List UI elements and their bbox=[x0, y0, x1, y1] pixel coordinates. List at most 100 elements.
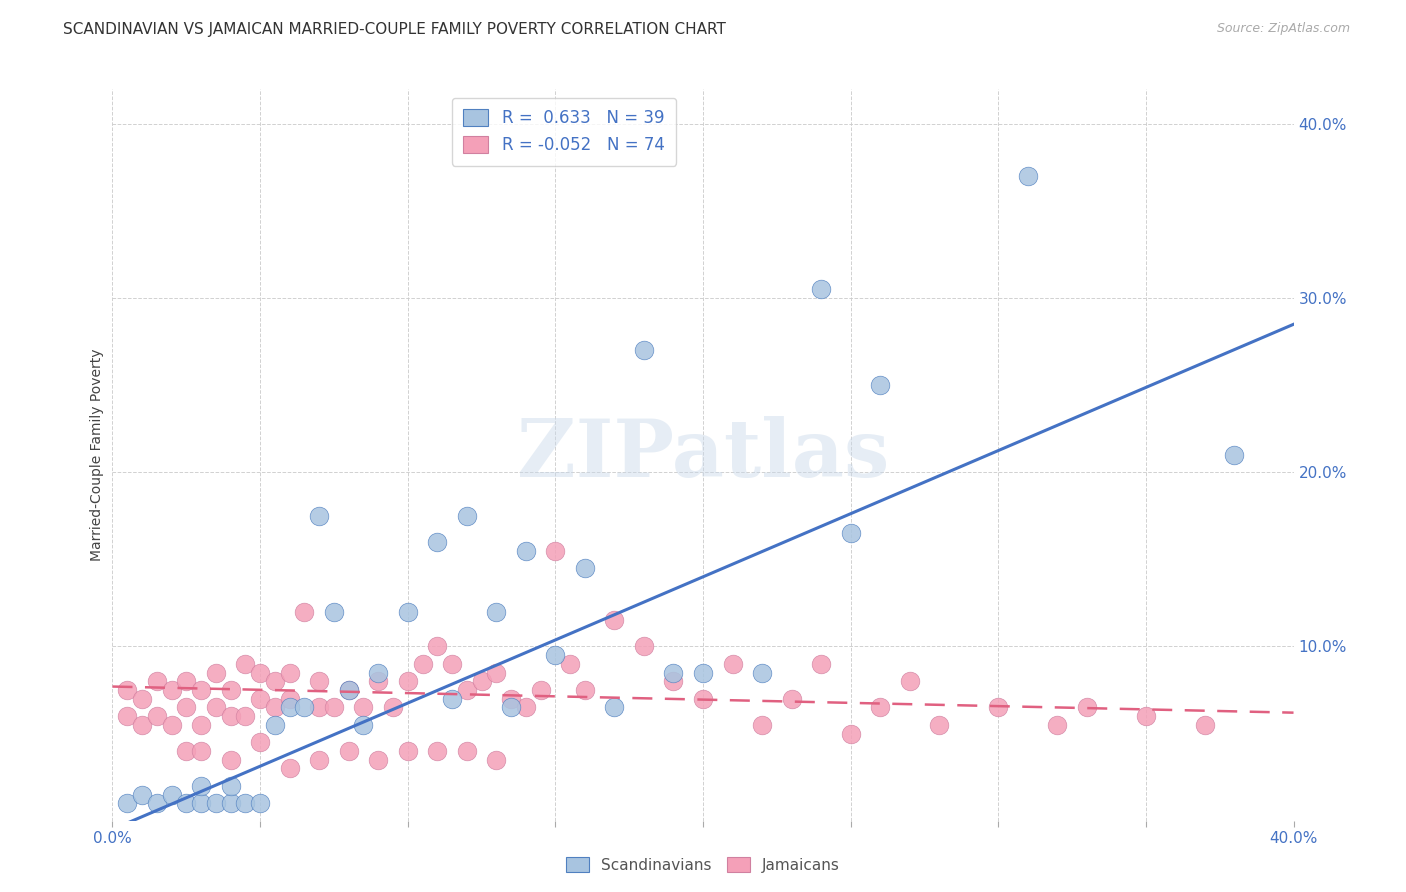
Point bbox=[308, 508, 330, 523]
Point bbox=[323, 700, 346, 714]
Point bbox=[396, 744, 419, 758]
Point bbox=[367, 753, 389, 767]
Point bbox=[292, 605, 315, 619]
Point bbox=[219, 709, 242, 723]
Point bbox=[131, 718, 153, 732]
Point bbox=[249, 691, 271, 706]
Point bbox=[485, 665, 508, 680]
Point bbox=[308, 753, 330, 767]
Point bbox=[190, 779, 212, 793]
Point bbox=[515, 543, 537, 558]
Point bbox=[278, 691, 301, 706]
Point bbox=[131, 788, 153, 802]
Point bbox=[219, 779, 242, 793]
Point bbox=[529, 683, 551, 698]
Point bbox=[278, 761, 301, 775]
Point bbox=[780, 691, 803, 706]
Point bbox=[485, 605, 508, 619]
Point bbox=[558, 657, 582, 671]
Point bbox=[233, 709, 256, 723]
Point bbox=[692, 691, 714, 706]
Point bbox=[174, 796, 197, 810]
Point bbox=[278, 665, 301, 680]
Point bbox=[352, 718, 374, 732]
Point bbox=[544, 648, 567, 663]
Point bbox=[751, 718, 773, 732]
Point bbox=[441, 657, 464, 671]
Point bbox=[633, 343, 655, 358]
Point bbox=[233, 657, 256, 671]
Point bbox=[603, 700, 626, 714]
Legend: Scandinavians, Jamaicans: Scandinavians, Jamaicans bbox=[560, 851, 846, 879]
Point bbox=[382, 700, 405, 714]
Point bbox=[544, 543, 567, 558]
Point bbox=[205, 665, 228, 680]
Point bbox=[264, 674, 287, 689]
Point bbox=[308, 674, 330, 689]
Point bbox=[396, 674, 419, 689]
Point bbox=[337, 683, 360, 698]
Point bbox=[160, 683, 183, 698]
Point bbox=[264, 718, 287, 732]
Point bbox=[1135, 709, 1157, 723]
Point bbox=[898, 674, 921, 689]
Point bbox=[190, 744, 212, 758]
Point bbox=[411, 657, 433, 671]
Point bbox=[205, 796, 228, 810]
Point bbox=[308, 700, 330, 714]
Y-axis label: Married-Couple Family Poverty: Married-Couple Family Poverty bbox=[90, 349, 104, 561]
Text: Source: ZipAtlas.com: Source: ZipAtlas.com bbox=[1216, 22, 1350, 36]
Point bbox=[426, 640, 449, 654]
Point bbox=[174, 674, 197, 689]
Point bbox=[323, 605, 346, 619]
Point bbox=[662, 665, 685, 680]
Point bbox=[721, 657, 744, 671]
Point bbox=[367, 674, 389, 689]
Point bbox=[337, 683, 360, 698]
Point bbox=[174, 744, 197, 758]
Point bbox=[810, 283, 832, 297]
Point bbox=[352, 700, 374, 714]
Point bbox=[190, 796, 212, 810]
Point bbox=[692, 665, 714, 680]
Point bbox=[146, 674, 169, 689]
Point bbox=[190, 683, 212, 698]
Point bbox=[205, 700, 228, 714]
Point bbox=[1046, 718, 1069, 732]
Point bbox=[928, 718, 950, 732]
Point bbox=[117, 709, 138, 723]
Point bbox=[219, 683, 242, 698]
Point bbox=[174, 700, 197, 714]
Point bbox=[839, 526, 862, 541]
Point bbox=[501, 700, 523, 714]
Point bbox=[869, 378, 891, 392]
Point bbox=[146, 796, 169, 810]
Point bbox=[839, 726, 862, 740]
Point bbox=[117, 796, 138, 810]
Point bbox=[485, 753, 508, 767]
Point bbox=[367, 665, 389, 680]
Point bbox=[146, 709, 169, 723]
Point bbox=[662, 674, 685, 689]
Point bbox=[160, 718, 183, 732]
Point bbox=[810, 657, 832, 671]
Point bbox=[396, 605, 419, 619]
Point bbox=[233, 796, 256, 810]
Point bbox=[574, 561, 596, 575]
Point bbox=[1194, 718, 1216, 732]
Point bbox=[426, 535, 449, 549]
Point bbox=[160, 788, 183, 802]
Point bbox=[264, 700, 287, 714]
Point bbox=[456, 508, 478, 523]
Point bbox=[249, 796, 271, 810]
Point bbox=[117, 683, 138, 698]
Point bbox=[869, 700, 891, 714]
Point bbox=[501, 691, 523, 706]
Point bbox=[426, 744, 449, 758]
Point bbox=[337, 744, 360, 758]
Point bbox=[219, 796, 242, 810]
Point bbox=[249, 665, 271, 680]
Point bbox=[456, 683, 478, 698]
Point bbox=[441, 691, 464, 706]
Point bbox=[278, 700, 301, 714]
